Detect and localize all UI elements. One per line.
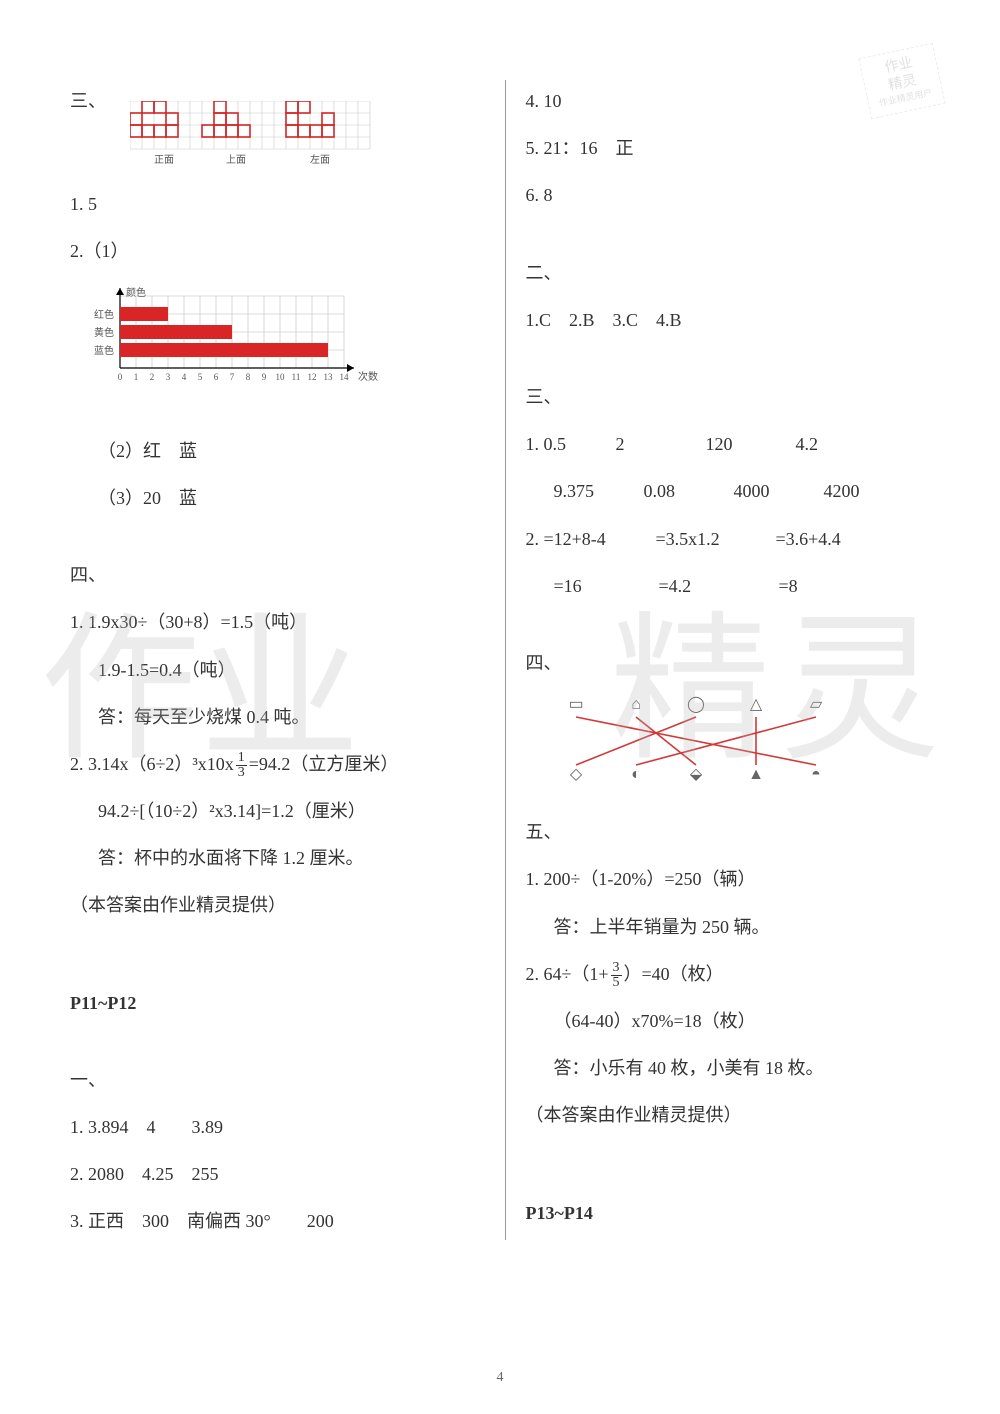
q4-2a: 2. 3.14x（6÷2）³x10x13=94.2（立方厘米） <box>70 743 485 786</box>
q4-2c: 答：杯中的水面将下降 1.2 厘米。 <box>70 837 485 880</box>
frac-den: 5 <box>611 976 622 990</box>
cell: =16 <box>554 565 649 608</box>
r-s5-1a: 1. 200÷（1-20%）=250（辆） <box>526 858 941 901</box>
frac-den: 3 <box>236 766 247 780</box>
p11-1: 1. 3.894 4 3.89 <box>70 1106 485 1149</box>
q3-1: 1. 5 <box>70 183 485 226</box>
q3-2-2: （2）红 蓝 <box>70 430 485 473</box>
page-number: 4 <box>497 1370 504 1386</box>
svg-text:2: 2 <box>150 372 155 382</box>
cell: 0.08 <box>644 470 724 513</box>
fraction-3-5: 35 <box>611 961 622 990</box>
p11-label: P11~P12 <box>70 982 485 1025</box>
r-s5-2a: 2. 64÷（1+35）=40（枚） <box>526 953 941 996</box>
svg-text:左面: 左面 <box>310 153 330 166</box>
cell: 4200 <box>824 470 904 513</box>
q3-2: 2.（1） <box>70 230 485 273</box>
p13-label: P13~P14 <box>526 1192 941 1235</box>
r-s5-2b: （64-40）x70%=18（枚） <box>526 1000 941 1043</box>
r-s5-label: 五、 <box>526 811 941 854</box>
cube-views-grid: 正面 上面 左面 <box>130 101 372 185</box>
svg-text:蓝色: 蓝色 <box>94 343 114 356</box>
q4-1c: 答：每天至少烧煤 0.4 吨。 <box>70 696 485 739</box>
right-column: 4. 10 5. 21：16 正 6. 8 二、 1.C 2.B 3.C 4.B… <box>506 80 941 1374</box>
frac-num: 3 <box>611 961 622 976</box>
q4-2a-pre: 2. 3.14x（6÷2）³x10x <box>70 754 234 774</box>
svg-text:1: 1 <box>134 372 139 382</box>
r-s5-1b: 答：上半年销量为 250 辆。 <box>526 906 941 949</box>
r-s3-1-row1: 1. 0.5 2 120 4.2 <box>526 423 941 466</box>
r-6: 6. 8 <box>526 174 941 217</box>
q4-1b: 1.9-1.5=0.4（吨） <box>70 649 485 692</box>
svg-text:▱: ▱ <box>809 696 822 713</box>
fraction-1-3: 13 <box>236 751 247 780</box>
frac-num: 1 <box>236 751 247 766</box>
cell: 1. 0.5 <box>526 423 606 466</box>
svg-text:◯: ◯ <box>687 696 705 713</box>
cell: 2 <box>616 423 696 466</box>
r-s2-row: 1.C 2.B 3.C 4.B <box>526 299 941 342</box>
p11-s1-label: 一、 <box>70 1059 485 1102</box>
r-s2-label: 二、 <box>526 252 941 295</box>
svg-text:◓: ◓ <box>811 766 821 783</box>
r-s3-label: 三、 <box>526 376 941 419</box>
svg-text:颜色: 颜色 <box>126 286 146 299</box>
r-s5-2a-pre: 2. 64÷（1+ <box>526 964 609 984</box>
credit-left: （本答案由作业精灵提供） <box>70 884 485 927</box>
color-bar-chart: 红色黄色蓝色01234567891011121314颜色次数 <box>70 284 485 420</box>
r-s3-1-row2: 9.375 0.08 4000 4200 <box>526 470 941 513</box>
svg-text:12: 12 <box>308 372 317 382</box>
cell: =4.2 <box>659 565 769 608</box>
svg-text:⌂: ⌂ <box>631 696 641 713</box>
credit-right: （本答案由作业精灵提供） <box>526 1094 941 1137</box>
svg-text:◇: ◇ <box>569 766 582 783</box>
svg-text:7: 7 <box>230 372 235 382</box>
cell: =3.5x1.2 <box>656 518 766 561</box>
svg-text:0: 0 <box>118 372 123 382</box>
cell: =3.6+4.4 <box>776 518 856 561</box>
svg-text:△: △ <box>749 696 762 713</box>
svg-text:5: 5 <box>198 372 203 382</box>
svg-text:◐: ◐ <box>631 766 641 783</box>
svg-text:11: 11 <box>292 372 301 382</box>
svg-text:黄色: 黄色 <box>94 325 114 338</box>
q4-2a-post: =94.2（立方厘米） <box>249 754 399 774</box>
section-4-label: 四、 <box>70 554 485 597</box>
svg-text:8: 8 <box>246 372 251 382</box>
svg-text:▲: ▲ <box>748 766 764 783</box>
r-s5-2c: 答：小乐有 40 枚，小美有 18 枚。 <box>526 1047 941 1090</box>
svg-text:上面: 上面 <box>226 154 246 166</box>
svg-text:次数: 次数 <box>358 370 378 383</box>
page-container: 三、 正面上面左面 1. 5 2.（1） 红色黄色蓝色0123456789101… <box>0 0 1000 1414</box>
svg-text:10: 10 <box>276 372 286 382</box>
svg-text:13: 13 <box>324 372 334 382</box>
r-s4-label: 四、 <box>526 642 941 685</box>
svg-text:6: 6 <box>214 372 219 382</box>
r-s3-2-row2: =16 =4.2 =8 <box>526 565 941 608</box>
r-s5-2a-post: ）=40（枚） <box>624 964 724 984</box>
svg-text:▭: ▭ <box>568 696 583 713</box>
cell: 4000 <box>734 470 814 513</box>
q4-1a: 1. 1.9x30÷（30+8）=1.5（吨） <box>70 601 485 644</box>
matching-diagram: ▭ ⌂ ◯ △ ▱ ◇ ◐ ⬙ ▲ ◓ <box>546 695 941 801</box>
svg-text:⬙: ⬙ <box>689 766 702 783</box>
r-s3-2-row1: 2. =12+8-4 =3.5x1.2 =3.6+4.4 <box>526 518 941 561</box>
p11-2: 2. 2080 4.25 255 <box>70 1153 485 1196</box>
cell: 9.375 <box>554 470 634 513</box>
cell: 4.2 <box>796 423 876 466</box>
cell: 2. =12+8-4 <box>526 518 646 561</box>
svg-text:红色: 红色 <box>94 307 114 320</box>
q4-2b: 94.2÷[（10÷2）²x3.14]=1.2（厘米） <box>70 790 485 833</box>
left-column: 三、 正面上面左面 1. 5 2.（1） 红色黄色蓝色0123456789101… <box>70 80 505 1374</box>
svg-text:3: 3 <box>166 372 171 382</box>
svg-text:正面: 正面 <box>154 155 174 166</box>
svg-text:4: 4 <box>182 372 187 382</box>
cell: 120 <box>706 423 786 466</box>
cell: =8 <box>779 565 859 608</box>
svg-text:14: 14 <box>340 372 350 382</box>
r-5: 5. 21：16 正 <box>526 127 941 170</box>
svg-text:9: 9 <box>262 372 267 382</box>
q3-2-3: （3）20 蓝 <box>70 477 485 520</box>
p11-3: 3. 正西 300 南偏西 30° 200 <box>70 1200 485 1243</box>
